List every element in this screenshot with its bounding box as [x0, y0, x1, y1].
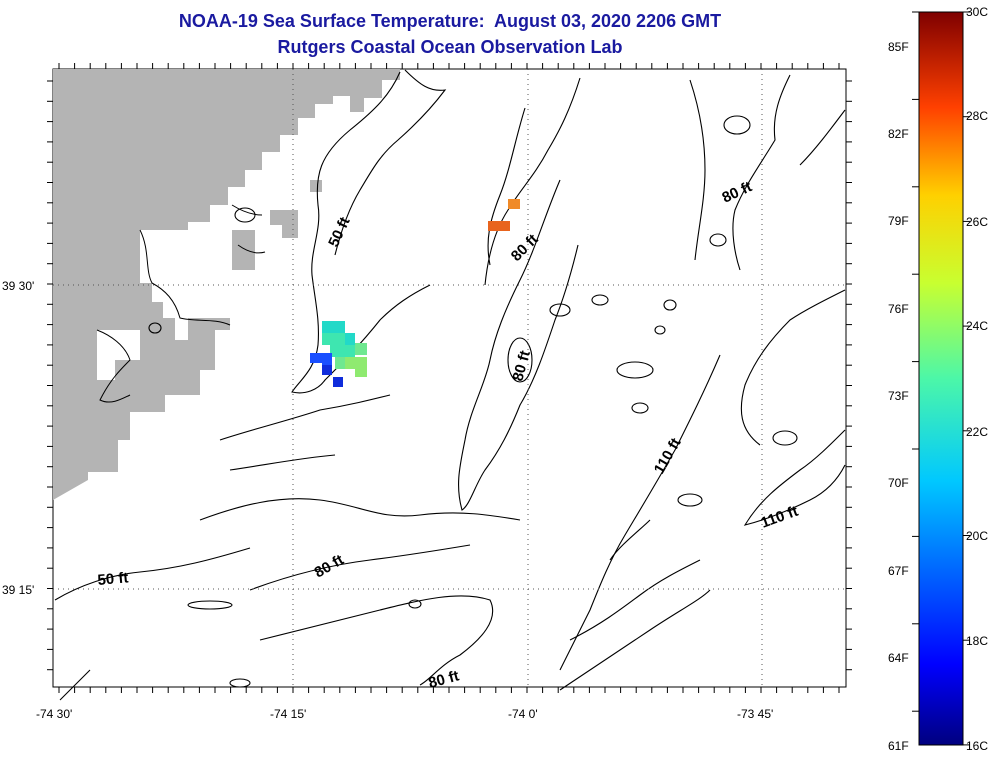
- colorbar-f-labels: 85F 82F 79F 76F 73F 70F 67F 64F 61F: [888, 40, 909, 753]
- lat-label: 39 15': [2, 583, 34, 597]
- colorbar-gradient: [918, 11, 964, 746]
- contour-label: 50 ft: [97, 569, 129, 589]
- lon-label: -73 45': [737, 707, 773, 721]
- axis-ticks: [47, 63, 852, 693]
- lon-label: -74 30': [36, 707, 72, 721]
- colorbar-c-label: 30C: [966, 5, 988, 19]
- coastline: [96, 204, 266, 403]
- sst-pixel: [355, 369, 367, 377]
- colorbar-f-label: 82F: [888, 127, 909, 141]
- colorbar-c-label: 26C: [966, 215, 988, 229]
- lon-label: -74 15': [270, 707, 306, 721]
- colorbar-f-label: 67F: [888, 564, 909, 578]
- land-mask: [53, 69, 400, 500]
- colorbar-ticks: [912, 11, 970, 746]
- sst-pixel: [322, 353, 332, 365]
- sst-pixel: [330, 345, 355, 357]
- colorbar-c-label: 28C: [966, 109, 988, 123]
- lat-label: 39 30': [2, 279, 34, 293]
- colorbar-c-label: 16C: [966, 739, 988, 753]
- sst-pixel: [333, 377, 343, 387]
- sst-pixel: [355, 343, 367, 355]
- colorbar-f-label: 64F: [888, 651, 909, 665]
- colorbar-c-label: 18C: [966, 634, 988, 648]
- lon-label: -74 0': [508, 707, 538, 721]
- axis-labels: 39 30' 39 15' -74 30' -74 15' -74 0' -73…: [2, 279, 773, 721]
- sst-pixel: [508, 199, 520, 209]
- map-title: NOAA-19 Sea Surface Temperature: August …: [178, 11, 722, 31]
- sst-pixel: [335, 357, 345, 369]
- sst-pixel: [310, 353, 322, 363]
- colorbar-c-label: 22C: [966, 425, 988, 439]
- sst-pixel: [322, 321, 345, 333]
- colorbar-f-label: 73F: [888, 389, 909, 403]
- colorbar-c-label: 24C: [966, 319, 988, 333]
- colorbar-c-labels: 30C 28C 26C 24C 22C 20C 18C 16C: [966, 5, 988, 753]
- sst-pixel: [488, 221, 510, 231]
- colorbar-f-label: 76F: [888, 302, 909, 316]
- sst-pixels: [310, 199, 520, 387]
- colorbar-f-label: 79F: [888, 214, 909, 228]
- colorbar-f-label: 70F: [888, 476, 909, 490]
- colorbar-c-label: 20C: [966, 529, 988, 543]
- sst-pixel: [322, 365, 332, 375]
- grid-lines: [53, 69, 846, 687]
- colorbar-f-label: 61F: [888, 739, 909, 753]
- sst-pixel: [345, 357, 367, 369]
- colorbar-f-label: 85F: [888, 40, 909, 54]
- sst-pixel: [345, 333, 355, 345]
- bathymetry-contours: [54, 69, 846, 701]
- map-subtitle: Rutgers Coastal Ocean Observation Lab: [277, 37, 623, 57]
- sst-pixel: [322, 333, 345, 345]
